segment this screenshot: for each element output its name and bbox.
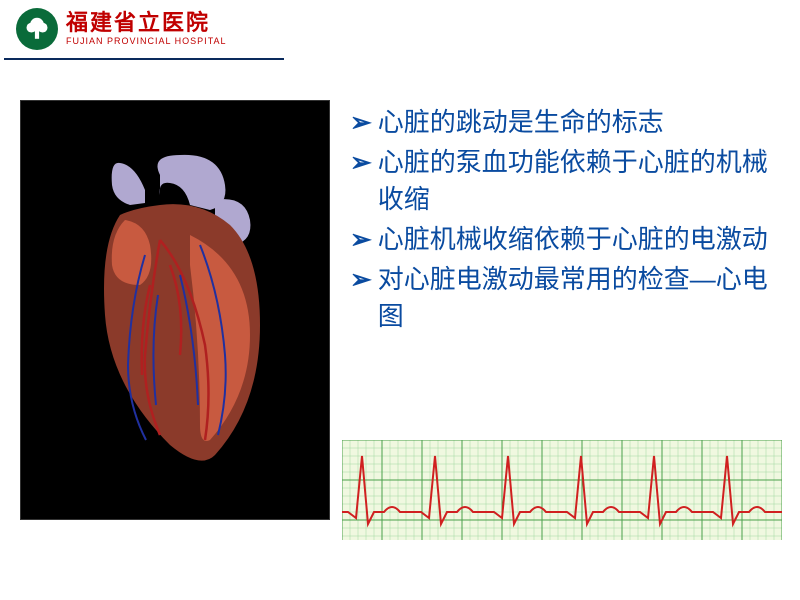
bullet-text: 心脏机械收缩依赖于心脏的电激动	[378, 221, 768, 259]
hospital-name-en: FUJIAN PROVINCIAL HOSPITAL	[66, 36, 227, 46]
hospital-name-block: 福建省立医院 FUJIAN PROVINCIAL HOSPITAL	[66, 12, 227, 46]
heart-illustration	[20, 100, 330, 520]
bullet-item: ➢对心脏电激动最常用的检查—心电图	[350, 261, 780, 336]
bullet-arrow-icon: ➢	[350, 144, 372, 180]
hospital-logo-icon	[16, 8, 58, 50]
ecg-chart	[342, 440, 782, 540]
hospital-name-cn: 福建省立医院	[66, 12, 227, 34]
bullet-item: ➢心脏的跳动是生命的标志	[350, 104, 780, 142]
bullet-text: 心脏的泵血功能依赖于心脏的机械收缩	[378, 144, 780, 219]
bullet-arrow-icon: ➢	[350, 261, 372, 297]
bullet-arrow-icon: ➢	[350, 221, 372, 257]
bullet-item: ➢心脏的泵血功能依赖于心脏的机械收缩	[350, 144, 780, 219]
bullet-text: 心脏的跳动是生命的标志	[378, 104, 664, 142]
bullet-arrow-icon: ➢	[350, 104, 372, 140]
hospital-header: 福建省立医院 FUJIAN PROVINCIAL HOSPITAL	[4, 0, 284, 60]
bullet-text: 对心脏电激动最常用的检查—心电图	[378, 261, 780, 336]
bullet-item: ➢心脏机械收缩依赖于心脏的电激动	[350, 221, 780, 259]
